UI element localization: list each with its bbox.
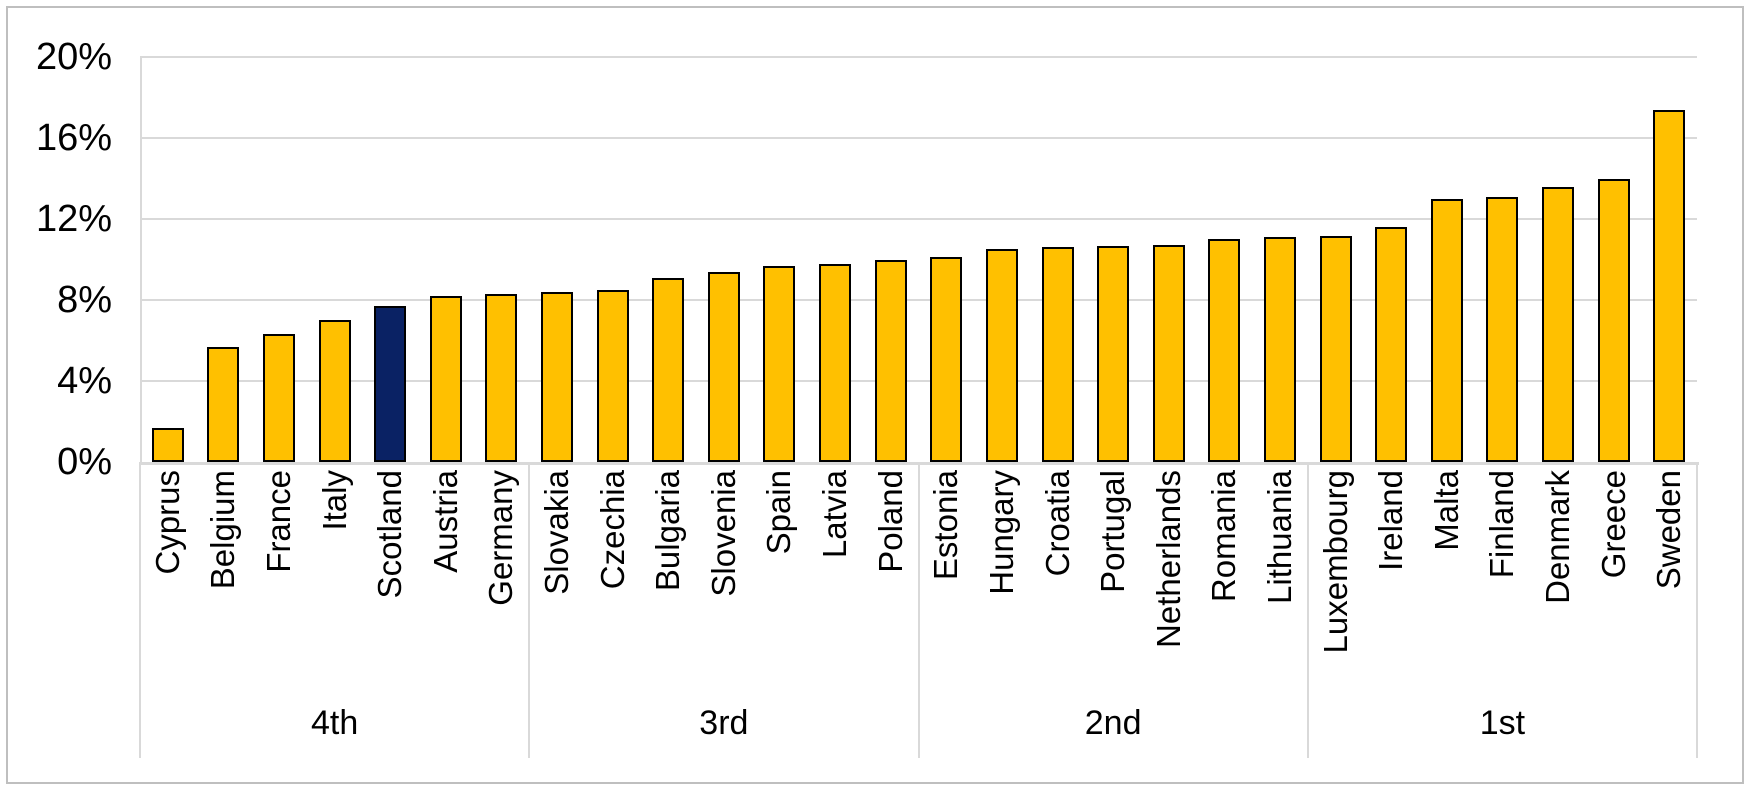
bar-belgium: [207, 346, 240, 462]
x-label-croatia: Croatia: [1038, 470, 1076, 577]
bar-germany: [485, 293, 518, 462]
bar-cyprus: [151, 427, 184, 462]
bar-slovenia: [707, 271, 740, 462]
bar-malta: [1430, 198, 1463, 462]
y-tick-label-4pct: 4%: [57, 360, 112, 402]
x-label-ireland: Ireland: [1372, 470, 1410, 571]
y-tick-label-0pct: 0%: [57, 441, 112, 483]
gridline-16pct: [140, 137, 1697, 139]
x-label-slovakia: Slovakia: [538, 470, 576, 595]
x-label-belgium: Belgium: [204, 470, 242, 590]
bar-latvia: [819, 263, 852, 462]
x-label-italy: Italy: [315, 470, 353, 531]
gridline-8pct: [140, 299, 1697, 301]
bar-ireland: [1375, 227, 1408, 462]
group-separator-0: [139, 462, 141, 758]
bar-finland: [1486, 196, 1519, 462]
bar-slovakia: [541, 291, 574, 462]
group-label-3rd: 3rd: [699, 704, 749, 742]
bar-netherlands: [1152, 245, 1185, 462]
y-tick-label-8pct: 8%: [57, 279, 112, 321]
bar-greece: [1597, 178, 1630, 462]
x-label-spain: Spain: [760, 470, 798, 555]
x-label-greece: Greece: [1594, 470, 1632, 579]
x-label-hungary: Hungary: [982, 470, 1020, 595]
x-label-slovenia: Slovenia: [704, 470, 742, 597]
bar-spain: [763, 265, 796, 462]
bar-romania: [1208, 239, 1241, 462]
bar-sweden: [1653, 109, 1686, 462]
y-tick-label-12pct: 12%: [35, 198, 112, 240]
x-label-czechia: Czechia: [593, 470, 631, 590]
x-label-denmark: Denmark: [1538, 470, 1576, 604]
group-separator-1: [528, 462, 531, 758]
x-label-estonia: Estonia: [927, 470, 965, 581]
bar-scotland: [374, 306, 407, 462]
x-label-cyprus: Cyprus: [148, 470, 186, 575]
plot-area: [140, 57, 1699, 465]
y-tick-label-20pct: 20%: [35, 36, 112, 78]
y-tick-label-16pct: 16%: [35, 117, 112, 159]
bar-luxembourg: [1319, 236, 1352, 462]
bar-austria: [429, 295, 462, 462]
bar-estonia: [930, 257, 963, 462]
bar-czechia: [596, 289, 629, 462]
x-label-luxembourg: Luxembourg: [1316, 470, 1354, 654]
x-label-germany: Germany: [482, 470, 520, 606]
bar-poland: [874, 259, 907, 462]
group-separator-3: [1306, 462, 1309, 758]
x-label-poland: Poland: [871, 470, 909, 573]
x-label-scotland: Scotland: [371, 470, 409, 599]
x-label-bulgaria: Bulgaria: [649, 470, 687, 592]
bar-denmark: [1541, 186, 1574, 462]
gridline-20pct: [140, 56, 1697, 58]
bar-hungary: [985, 249, 1018, 462]
x-label-latvia: Latvia: [816, 470, 854, 559]
x-label-portugal: Portugal: [1094, 470, 1132, 593]
group-label-4th: 4th: [310, 704, 359, 742]
bar-bulgaria: [652, 277, 685, 462]
x-label-malta: Malta: [1427, 470, 1465, 551]
bar-italy: [318, 320, 351, 462]
bar-france: [263, 334, 296, 462]
group-label-1st: 1st: [1479, 704, 1526, 742]
group-separator-4: [1696, 462, 1698, 758]
gridline-4pct: [140, 380, 1697, 382]
x-label-austria: Austria: [426, 470, 464, 573]
group-label-2nd: 2nd: [1084, 704, 1142, 742]
bar-lithuania: [1263, 237, 1296, 462]
bar-portugal: [1097, 246, 1130, 462]
x-label-finland: Finland: [1483, 470, 1521, 579]
x-label-netherlands: Netherlands: [1149, 470, 1187, 648]
x-label-lithuania: Lithuania: [1260, 470, 1298, 604]
x-label-france: France: [260, 470, 298, 573]
gridline-12pct: [140, 218, 1697, 220]
x-label-sweden: Sweden: [1650, 470, 1688, 590]
group-separator-2: [917, 462, 920, 758]
bar-croatia: [1041, 247, 1074, 462]
x-label-romania: Romania: [1205, 470, 1243, 603]
